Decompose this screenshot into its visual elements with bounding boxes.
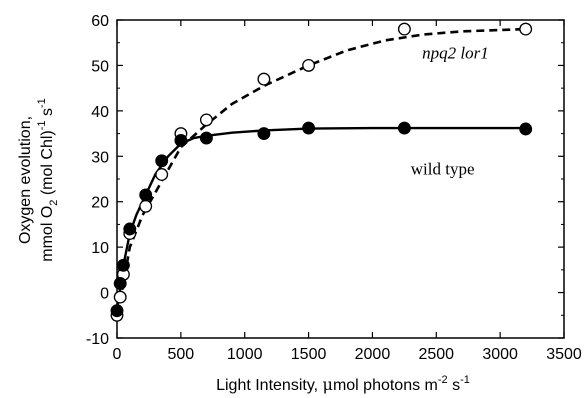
y-tick-label: 30 <box>91 149 109 166</box>
data-point-filled <box>257 127 271 141</box>
y-tick-label: 60 <box>91 13 109 30</box>
data-point-open <box>155 168 169 181</box>
y-tick-label: 50 <box>91 58 109 75</box>
y-tick-label: -10 <box>86 331 109 348</box>
x-tick-label: 3500 <box>546 346 582 363</box>
data-point-filled <box>519 122 533 136</box>
data-point-open <box>113 290 127 304</box>
x-tick-label: 3000 <box>482 346 518 363</box>
y-tick-label: 10 <box>91 240 109 257</box>
data-point-filled <box>174 133 188 147</box>
x-tick-label: 500 <box>168 346 195 363</box>
fit-line-series-1 <box>115 27 526 316</box>
x-tick-label: 1000 <box>227 346 263 363</box>
data-point-open <box>519 22 533 36</box>
y-axis-title: Oxygen evolution, mmol O2 (mol Chl)-1 s-… <box>17 98 60 261</box>
data-point-open <box>397 22 411 36</box>
x-axis-title: Light Intensity, μmol photons m-2 s-1 <box>216 374 470 394</box>
x-tick-label: 1500 <box>291 346 327 363</box>
data-point-filled <box>113 277 127 290</box>
x-tick-label: 2000 <box>355 346 391 363</box>
x-tick-label: 2500 <box>418 346 454 363</box>
plot-frame <box>116 19 565 339</box>
data-point-open <box>302 58 316 72</box>
x-tick-label: 0 <box>113 346 122 363</box>
y-tick-label: 0 <box>100 286 109 303</box>
y-axis-title-line1: Oxygen evolution, <box>17 116 34 244</box>
fit-line-series-0 <box>115 126 526 311</box>
data-points <box>110 22 533 322</box>
y-axis-title-line2: mmol O2 (mol Chl)-1 s-1 <box>36 98 60 261</box>
data-point-filled <box>139 188 153 202</box>
y-axis: -10 0 10 20 30 40 50 60 <box>86 13 564 348</box>
data-point-open <box>199 113 213 127</box>
data-point-filled <box>397 121 411 135</box>
data-point-filled <box>110 304 124 318</box>
series-label-wild-type: wild type <box>411 159 475 178</box>
data-point-filled <box>123 222 137 236</box>
data-point-filled <box>116 258 130 272</box>
data-point-filled <box>155 154 169 168</box>
data-point-filled <box>302 121 316 135</box>
data-point-filled <box>199 131 213 145</box>
data-point-open <box>257 72 271 86</box>
y-tick-label: 40 <box>91 104 109 121</box>
series-label-npq2-lor1: npq2 lor1 <box>422 44 489 63</box>
y-tick-label: 20 <box>91 195 109 212</box>
data-point-open <box>139 199 153 213</box>
x-axis: 0 500 1000 1500 2000 2500 3000 3500 <box>113 20 582 363</box>
